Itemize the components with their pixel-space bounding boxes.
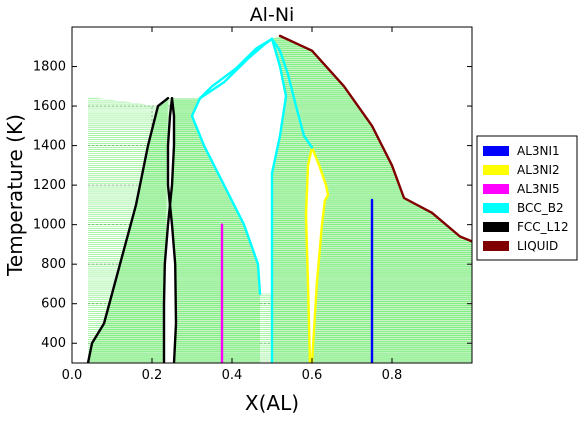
phase-boundary-fcc_l12: [162, 96, 176, 363]
two-phase-region: [72, 98, 168, 363]
phase-boundary-bcc_b2: [270, 37, 314, 149]
x-axis-label: X(AL): [245, 391, 299, 415]
legend-label: AL3NI5: [517, 182, 560, 196]
y-tick-label: 1000: [33, 218, 66, 233]
legend: AL3NI1 AL3NI2 AL3NI5 BCC_B2 FCC_L12 LIQUID: [476, 135, 578, 261]
legend-swatch: [483, 184, 509, 194]
legend-label: AL3NI2: [517, 163, 560, 177]
phase-boundary-bcc_b2: [270, 37, 288, 175]
y-tick-label: 1800: [33, 60, 66, 75]
phase-boundary-liquid: [278, 34, 472, 243]
x-tick-label: 0.4: [222, 368, 243, 383]
y-tick-label: 800: [41, 257, 66, 272]
legend-label: AL3NI1: [517, 144, 560, 158]
x-axis-ticks: 0.0 0.2 0.4 0.6 0.8: [62, 27, 403, 383]
y-tick-label: 1200: [33, 178, 66, 193]
phase-boundary-al3ni2: [310, 146, 330, 363]
legend-label: LIQUID: [517, 239, 558, 253]
legend-label: BCC_B2: [517, 201, 564, 215]
chart-title: Al-Ni: [250, 4, 295, 26]
phase-boundary-bcc_b2: [198, 37, 274, 100]
x-tick-label: 0.2: [142, 368, 163, 383]
y-axis-ticks: 400 600 800 1000 1200 1400 1600 1800: [33, 60, 472, 351]
single-phase-region: [192, 38, 286, 294]
phase-boundaries: [86, 34, 472, 363]
legend-box: [476, 135, 578, 261]
single-phase-region: [72, 27, 88, 363]
single-phase-region: [306, 147, 328, 363]
y-axis-label: Temperature (K): [3, 114, 27, 277]
legend-label: FCC_L12: [517, 220, 569, 234]
x-tick-label: 0.0: [62, 368, 83, 383]
plot-frame: [71, 26, 473, 364]
y-tick-label: 1600: [33, 99, 66, 114]
x-tick-label: 0.8: [382, 368, 403, 383]
legend-swatch: [483, 203, 509, 213]
y-tick-label: 600: [41, 297, 66, 312]
phase-boundary-bcc_b2: [190, 96, 262, 295]
legend-swatch: [483, 222, 509, 232]
x-tick-label: 0.6: [302, 368, 323, 383]
legend-swatch: [483, 165, 509, 175]
single-phase-region: [72, 27, 472, 242]
y-tick-label: 1400: [33, 139, 66, 154]
phase-boundary-fcc_l12: [86, 96, 170, 363]
legend-swatch: [483, 241, 509, 251]
phase-boundary-al3ni2: [304, 146, 314, 363]
legend-swatch: [483, 146, 509, 156]
y-tick-label: 400: [41, 336, 66, 351]
